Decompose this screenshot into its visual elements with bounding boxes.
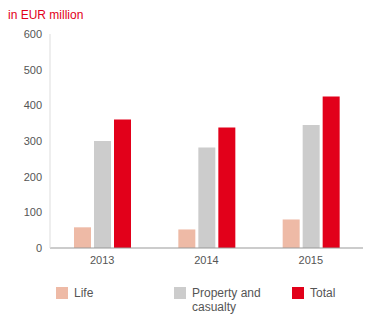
html-text:Total: Total bbox=[310, 286, 336, 300]
svg-text:0: 0 bbox=[36, 242, 42, 254]
html-text:Property and casualty: Property and casualty bbox=[192, 286, 261, 314]
svg-text:200: 200 bbox=[24, 171, 42, 183]
svg-text:400: 400 bbox=[24, 99, 42, 111]
svg-text:300: 300 bbox=[24, 135, 42, 147]
svg-text:600: 600 bbox=[24, 28, 42, 40]
svg-text:2014: 2014 bbox=[194, 254, 218, 266]
svg-text:2015: 2015 bbox=[299, 254, 323, 266]
svg-text:2013: 2013 bbox=[90, 254, 114, 266]
svg-text:100: 100 bbox=[24, 206, 42, 218]
html-text:Life: Life bbox=[74, 286, 94, 300]
html-text:in EUR million: in EUR million bbox=[8, 8, 84, 22]
svg-text:500: 500 bbox=[24, 64, 42, 76]
